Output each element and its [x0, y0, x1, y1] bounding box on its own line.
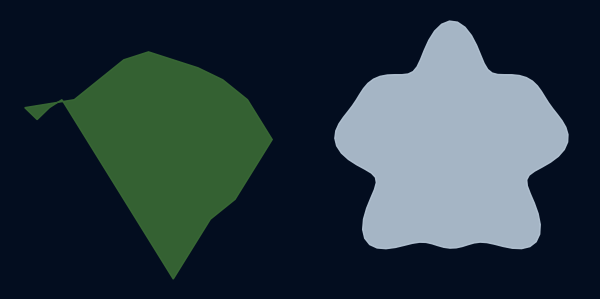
Polygon shape — [335, 21, 568, 249]
Polygon shape — [25, 52, 272, 279]
